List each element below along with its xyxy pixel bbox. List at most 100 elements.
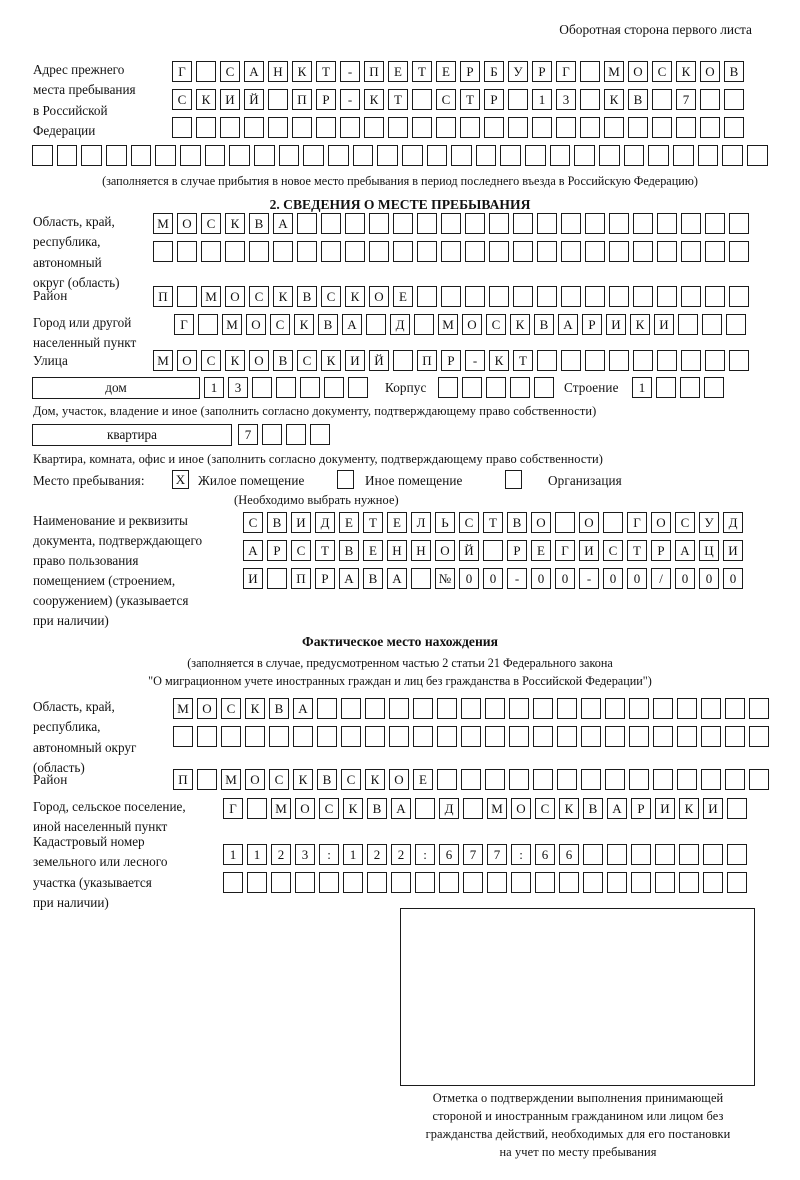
char-cell[interactable]	[702, 314, 722, 335]
char-cell[interactable]	[221, 726, 241, 747]
char-cell[interactable]: С	[675, 512, 695, 533]
char-cell[interactable]: С	[269, 769, 289, 790]
char-cell[interactable]: К	[225, 213, 245, 234]
char-cell[interactable]	[532, 117, 552, 138]
char-cell[interactable]: :	[415, 844, 435, 865]
char-cell[interactable]: И	[606, 314, 626, 335]
char-cell[interactable]	[508, 117, 528, 138]
char-cell[interactable]	[727, 844, 747, 865]
char-cell[interactable]	[253, 145, 275, 166]
char-cell[interactable]: -	[579, 568, 599, 589]
char-cell[interactable]: 0	[603, 568, 623, 589]
char-cell[interactable]	[341, 726, 361, 747]
char-cell[interactable]: С	[220, 61, 240, 82]
char-cell[interactable]	[749, 698, 769, 719]
flat-cells-row[interactable]: 7	[238, 424, 330, 445]
char-cell[interactable]	[556, 117, 576, 138]
char-cell[interactable]: М	[222, 314, 242, 335]
char-cell[interactable]: В	[363, 568, 383, 589]
char-cell[interactable]	[701, 769, 721, 790]
char-cell[interactable]: К	[293, 769, 313, 790]
char-cell[interactable]: С	[486, 314, 506, 335]
char-cell[interactable]	[245, 726, 265, 747]
char-cell[interactable]	[286, 424, 306, 445]
char-cell[interactable]	[321, 241, 341, 262]
char-cell[interactable]	[557, 698, 577, 719]
char-cell[interactable]	[483, 540, 503, 561]
char-cell[interactable]: И	[654, 314, 674, 335]
char-cell[interactable]	[417, 241, 437, 262]
char-cell[interactable]: Ь	[435, 512, 455, 533]
char-cell[interactable]	[729, 213, 749, 234]
char-cell[interactable]	[401, 145, 423, 166]
char-cell[interactable]	[629, 726, 649, 747]
char-cell[interactable]	[749, 769, 769, 790]
char-cell[interactable]	[389, 726, 409, 747]
char-cell[interactable]	[343, 872, 363, 893]
char-cell[interactable]: 0	[483, 568, 503, 589]
char-cell[interactable]	[537, 241, 557, 262]
char-cell[interactable]	[377, 145, 398, 166]
char-cell[interactable]	[327, 145, 349, 166]
char-cell[interactable]: -	[465, 350, 485, 371]
char-cell[interactable]: -	[340, 89, 360, 110]
char-cell[interactable]	[533, 698, 553, 719]
char-cell[interactable]	[204, 145, 226, 166]
char-cell[interactable]: А	[243, 540, 263, 561]
char-cell[interactable]	[633, 241, 653, 262]
char-cell[interactable]	[555, 512, 575, 533]
char-cell[interactable]: К	[292, 61, 312, 82]
char-cell[interactable]: О	[435, 540, 455, 561]
char-cell[interactable]: О	[369, 286, 389, 307]
char-cell[interactable]	[537, 213, 557, 234]
char-cell[interactable]	[583, 844, 603, 865]
char-cell[interactable]	[656, 377, 676, 398]
char-cell[interactable]: С	[201, 213, 221, 234]
char-cell[interactable]	[484, 117, 504, 138]
char-cell[interactable]: О	[245, 769, 265, 790]
char-cell[interactable]: К	[225, 350, 245, 371]
char-cell[interactable]	[605, 698, 625, 719]
char-cell[interactable]	[631, 872, 651, 893]
char-cell[interactable]: 1	[632, 377, 652, 398]
char-cell[interactable]	[198, 314, 218, 335]
char-cell[interactable]: К	[196, 89, 216, 110]
char-cell[interactable]	[223, 872, 243, 893]
char-cell[interactable]: Е	[413, 769, 433, 790]
char-cell[interactable]: К	[559, 798, 579, 819]
char-cell[interactable]	[500, 145, 522, 166]
char-cell[interactable]	[340, 117, 360, 138]
char-cell[interactable]: М	[487, 798, 507, 819]
char-cell[interactable]	[393, 241, 413, 262]
char-cell[interactable]: -	[340, 61, 360, 82]
char-cell[interactable]: А	[387, 568, 407, 589]
char-cell[interactable]	[317, 726, 337, 747]
char-cell[interactable]: П	[153, 286, 173, 307]
char-cell[interactable]	[604, 117, 624, 138]
char-cell[interactable]	[81, 145, 102, 166]
char-cell[interactable]	[533, 726, 553, 747]
char-cell[interactable]: С	[243, 512, 263, 533]
char-cell[interactable]	[655, 844, 675, 865]
char-cell[interactable]	[393, 213, 413, 234]
char-cell[interactable]	[605, 726, 625, 747]
char-cell[interactable]: А	[339, 568, 359, 589]
char-cell[interactable]: 6	[535, 844, 555, 865]
char-cell[interactable]: К	[364, 89, 384, 110]
char-cell[interactable]: А	[391, 798, 411, 819]
char-cell[interactable]	[461, 698, 481, 719]
char-cell[interactable]	[580, 61, 600, 82]
char-cell[interactable]	[681, 286, 701, 307]
char-cell[interactable]	[679, 844, 699, 865]
char-cell[interactable]	[724, 89, 744, 110]
char-cell[interactable]: 1	[223, 844, 243, 865]
char-cell[interactable]	[196, 61, 216, 82]
char-cell[interactable]	[677, 726, 697, 747]
char-cell[interactable]	[276, 377, 296, 398]
char-cell[interactable]: Т	[363, 512, 383, 533]
char-cell[interactable]	[599, 145, 620, 166]
char-cell[interactable]: У	[508, 61, 528, 82]
